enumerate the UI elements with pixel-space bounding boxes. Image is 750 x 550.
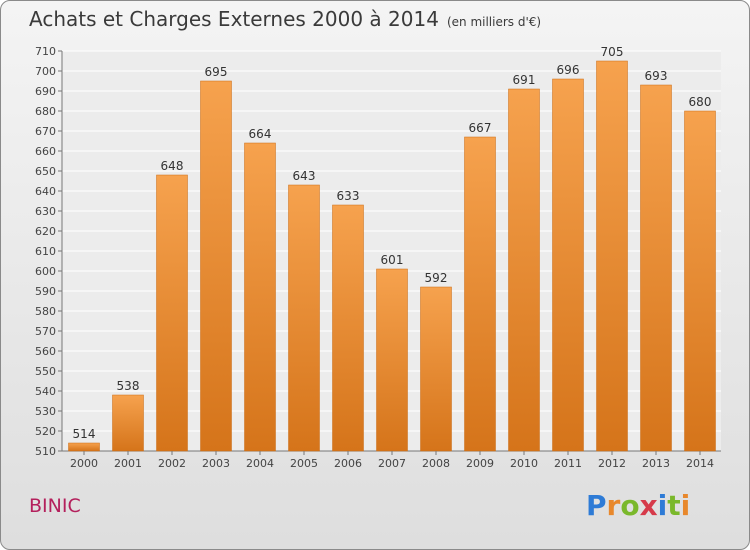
value-label-2006: 633 [337,189,360,203]
x-tick-label-2009: 2009 [466,457,494,470]
x-tick-label-2000: 2000 [70,457,98,470]
value-label-2009: 667 [469,121,492,135]
y-tick-label: 550 [35,365,56,378]
bar-2001 [112,394,144,452]
chart-title-text: Achats et Charges Externes 2000 à 2014 [29,7,439,31]
chart-title: Achats et Charges Externes 2000 à 2014 (e… [29,7,541,31]
x-tick-label-2010: 2010 [510,457,538,470]
y-tick-label: 580 [35,305,56,318]
y-tick-label: 510 [35,445,56,458]
x-tick-label-2012: 2012 [598,457,626,470]
bar-2005 [288,184,320,452]
y-tick-label: 700 [35,65,56,78]
bar-2002 [156,174,188,452]
bar-2014 [684,110,716,452]
logo-letter: i [657,489,668,522]
logo-letter: x [639,489,658,522]
bar-2004 [244,142,276,452]
x-tick-label-2001: 2001 [114,457,142,470]
y-tick-label: 660 [35,145,56,158]
value-label-2000: 514 [73,427,96,441]
value-label-2012: 705 [601,45,624,59]
logo-letter: P [586,489,607,522]
value-label-2013: 693 [645,69,668,83]
y-tick-label: 520 [35,425,56,438]
chart-unit-note: (en milliers d'€) [446,15,542,29]
x-tick-label-2005: 2005 [290,457,318,470]
y-tick-label: 690 [35,85,56,98]
y-tick-label: 610 [35,245,56,258]
y-tick-label: 590 [35,285,56,298]
value-label-2008: 592 [425,271,448,285]
value-label-2007: 601 [381,253,404,267]
y-tick-label: 650 [35,165,56,178]
logo-letter: r [606,489,621,522]
x-tick-label-2008: 2008 [422,457,450,470]
value-label-2010: 691 [513,73,536,87]
y-tick-label: 570 [35,325,56,338]
value-label-2011: 696 [557,63,580,77]
x-tick-label-2013: 2013 [642,457,670,470]
logo-letter: i [680,489,691,522]
bar-2007 [376,268,408,452]
bar-2003 [200,80,232,452]
y-tick-label: 710 [35,45,56,58]
y-tick-label: 630 [35,205,56,218]
y-tick-label: 540 [35,385,56,398]
y-tick-label: 560 [35,345,56,358]
y-tick-label: 670 [35,125,56,138]
bar-2006 [332,204,364,452]
value-label-2005: 643 [293,169,316,183]
x-tick-label-2011: 2011 [554,457,582,470]
proxiti-logo: Proxiti [586,489,690,522]
bar-2008 [420,286,452,452]
x-tick-label-2014: 2014 [686,457,714,470]
bar-2013 [640,84,672,452]
bar-2009 [464,136,496,452]
x-tick-label-2004: 2004 [246,457,274,470]
place-name: BINIC [29,495,81,517]
bar-2011 [552,78,584,452]
x-tick-label-2007: 2007 [378,457,406,470]
x-tick-label-2002: 2002 [158,457,186,470]
value-label-2003: 695 [205,65,228,79]
y-tick-label: 680 [35,105,56,118]
bar-2000 [68,442,100,452]
value-label-2004: 664 [249,127,272,141]
y-tick-label: 530 [35,405,56,418]
logo-letter: t [667,489,681,522]
value-label-2001: 538 [117,379,140,393]
x-tick-label-2003: 2003 [202,457,230,470]
x-tick-label-2006: 2006 [334,457,362,470]
value-label-2014: 680 [689,95,712,109]
y-tick-label: 620 [35,225,56,238]
y-tick-label: 640 [35,185,56,198]
logo-letter: o [620,489,640,522]
y-tick-label: 600 [35,265,56,278]
value-label-2002: 648 [161,159,184,173]
bar-2010 [508,88,540,452]
bar-2012 [596,60,628,452]
